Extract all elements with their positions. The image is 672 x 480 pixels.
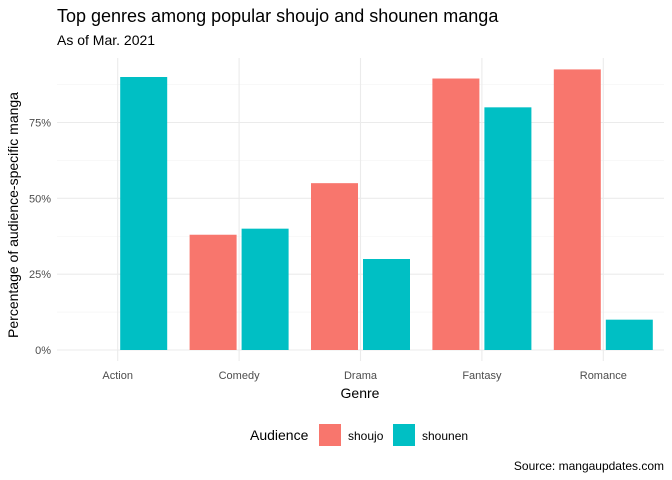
x-axis-title: Genre: [341, 385, 380, 401]
y-tick-label: 75%: [29, 118, 51, 130]
y-axis-title: Percentage of audience-specific manga: [5, 92, 21, 338]
legend: Audience shoujo shounen: [250, 424, 468, 446]
x-tick-label: Romance: [580, 370, 627, 382]
y-axis-ticks: 0% 25% 50% 75%: [29, 118, 51, 358]
bars: [120, 69, 653, 351]
bar-shounen-comedy: [241, 228, 289, 350]
bar-shounen-action: [120, 77, 168, 350]
chart-subtitle: As of Mar. 2021: [57, 32, 155, 48]
legend-title: Audience: [250, 427, 309, 443]
y-tick-label: 0%: [35, 345, 51, 357]
legend-label-shounen: shounen: [422, 429, 468, 443]
source-caption: Source: mangaupdates.com: [514, 459, 664, 473]
bar-shounen-fantasy: [484, 107, 532, 350]
bar-shoujo-fantasy: [432, 78, 480, 351]
x-tick-label: Drama: [344, 370, 378, 382]
x-axis-ticks: Action Comedy Drama Fantasy Romance: [102, 370, 626, 382]
legend-swatch-shounen: [393, 424, 415, 446]
bar-shounen-drama: [363, 259, 410, 350]
bar-shounen-romance: [605, 319, 653, 350]
x-tick-label: Comedy: [219, 370, 260, 382]
bar-shoujo-drama: [311, 183, 358, 350]
x-tick-label: Fantasy: [462, 370, 502, 382]
legend-label-shoujo: shoujo: [348, 429, 384, 443]
bar-shoujo-comedy: [189, 234, 237, 350]
x-tick-label: Action: [102, 370, 133, 382]
y-tick-label: 25%: [29, 269, 51, 281]
legend-swatch-shoujo: [319, 424, 341, 446]
chart-title: Top genres among popular shoujo and shou…: [57, 6, 499, 26]
bar-shoujo-romance: [553, 69, 601, 351]
y-tick-label: 50%: [29, 193, 51, 205]
